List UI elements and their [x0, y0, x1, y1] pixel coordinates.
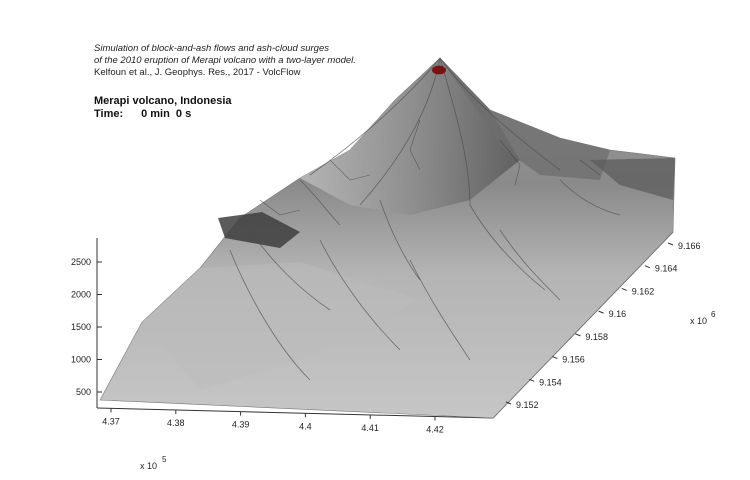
z-tick-label: 500 [76, 387, 91, 397]
z-tick-label: 2500 [71, 257, 91, 267]
y-tick [505, 401, 512, 405]
x-tick-label: 4.4 [299, 421, 312, 431]
y-tick [644, 265, 651, 269]
y-multiplier: x 10 [690, 316, 707, 326]
x-exponent: 5 [162, 455, 167, 464]
y-axis: 9.152 9.154 9.156 9.158 9.16 9.162 9.164 9.166 [505, 241, 701, 410]
y-tick-label: 9.152 [516, 400, 539, 410]
time-value: 0 min 0 s [141, 108, 192, 120]
x-axis: 4.37 4.38 4.39 4.4 4.41 4.42 [102, 408, 444, 435]
y-tick-label: 9.166 [678, 241, 701, 251]
x-tick-label: 4.42 [426, 425, 444, 435]
crater-marker [432, 65, 446, 75]
y-tick [528, 378, 535, 382]
y-tick-label: 9.156 [562, 355, 585, 365]
y-tick-label: 9.164 [655, 264, 678, 274]
z-tick-label: 1500 [71, 322, 91, 332]
caption-line-1: Simulation of block-and-ash flows and as… [94, 43, 329, 54]
y-tick [598, 310, 604, 314]
chart-title: Merapi volcano, Indonesia [94, 95, 232, 107]
time-row: Time: 0 min 0 s [94, 108, 232, 121]
z-axis: 500 1000 1500 2000 2500 [71, 257, 102, 397]
y-tick-label: 9.154 [539, 377, 562, 387]
y-tick-label: 9.158 [585, 332, 608, 342]
time-label: Time: [94, 108, 124, 120]
x-multiplier: x 10 [140, 461, 157, 471]
y-exponent: 6 [711, 310, 716, 319]
y-tick [621, 287, 627, 291]
x-tick-label: 4.38 [167, 418, 185, 428]
x-tick-label: 4.37 [102, 416, 120, 426]
y-tick [552, 356, 558, 360]
x-tick-label: 4.41 [361, 423, 379, 433]
title-block: Merapi volcano, Indonesia Time: 0 min 0 … [94, 95, 232, 121]
y-tick-label: 9.162 [632, 286, 655, 296]
z-tick-label: 1000 [71, 355, 91, 365]
terrain-ridges [229, 57, 621, 381]
caption-line-2: of the 2010 eruption of Merapi volcano w… [94, 55, 356, 66]
y-tick [667, 242, 674, 246]
terrain-surface [99, 57, 676, 419]
caption-block: Simulation of block-and-ash flows and as… [94, 43, 356, 79]
y-tick [575, 333, 581, 337]
y-tick-label: 9.16 [609, 309, 627, 319]
x-tick-label: 4.39 [232, 420, 250, 430]
z-tick-label: 2000 [71, 290, 91, 300]
caption-line-3: Kelfoun et al., J. Geophys. Res., 2017 -… [94, 67, 301, 78]
